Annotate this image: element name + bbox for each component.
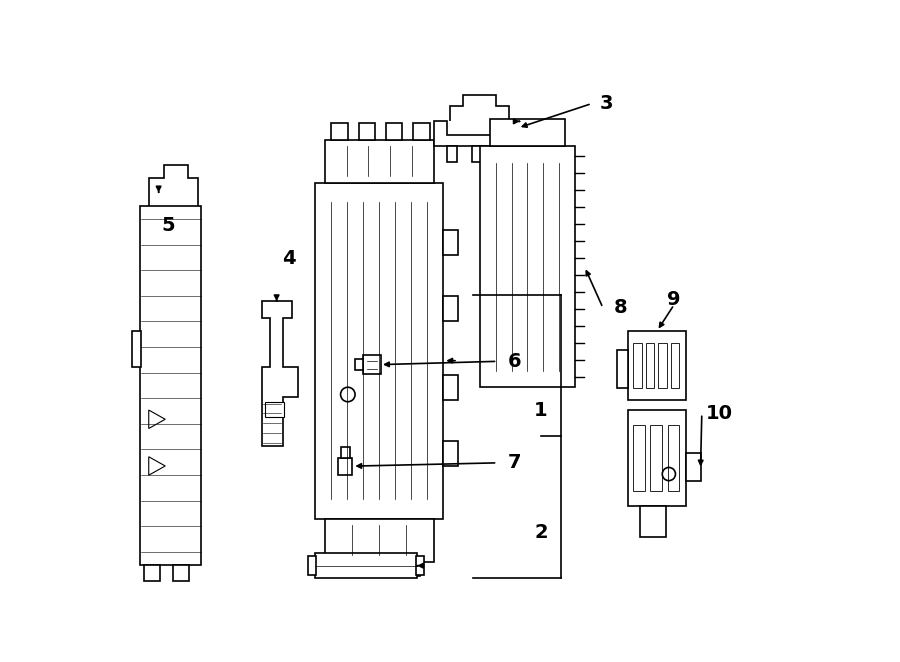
Bar: [658, 343, 667, 389]
Text: 4: 4: [282, 249, 295, 268]
Bar: [617, 350, 628, 389]
Polygon shape: [434, 121, 519, 146]
Text: 3: 3: [600, 94, 614, 113]
Bar: [444, 230, 458, 255]
Bar: [628, 331, 686, 401]
Polygon shape: [262, 301, 299, 446]
Bar: [359, 123, 375, 140]
Bar: [472, 146, 482, 162]
Text: 1: 1: [535, 401, 548, 420]
Bar: [646, 343, 654, 389]
Bar: [628, 410, 686, 506]
Bar: [416, 557, 424, 575]
Text: 5: 5: [161, 216, 175, 235]
Bar: [686, 453, 700, 481]
Text: 10: 10: [706, 404, 733, 423]
Text: 8: 8: [613, 299, 627, 317]
Bar: [670, 343, 680, 389]
Bar: [173, 565, 189, 581]
Bar: [340, 447, 350, 457]
Bar: [335, 562, 349, 576]
Bar: [331, 123, 347, 140]
Bar: [668, 424, 680, 491]
Bar: [413, 123, 430, 140]
Bar: [497, 146, 508, 162]
Bar: [444, 296, 458, 321]
Bar: [444, 441, 458, 466]
Bar: [634, 424, 645, 491]
Bar: [132, 331, 141, 367]
Bar: [338, 457, 353, 475]
Bar: [266, 402, 284, 416]
Text: 7: 7: [508, 453, 521, 473]
Text: 9: 9: [668, 290, 681, 309]
Bar: [363, 355, 382, 374]
Bar: [370, 562, 384, 576]
Bar: [446, 146, 457, 162]
Bar: [651, 424, 662, 491]
Bar: [640, 506, 666, 538]
Bar: [309, 557, 316, 575]
Bar: [480, 146, 575, 387]
Bar: [386, 123, 402, 140]
Bar: [315, 183, 444, 519]
Bar: [144, 565, 160, 581]
Bar: [140, 206, 202, 565]
Bar: [325, 140, 434, 183]
Text: 2: 2: [535, 522, 548, 542]
Bar: [356, 359, 363, 370]
Bar: [490, 118, 565, 146]
Bar: [315, 553, 417, 578]
Bar: [444, 375, 458, 401]
Bar: [325, 519, 434, 562]
Text: 6: 6: [508, 352, 521, 371]
Bar: [634, 343, 642, 389]
Bar: [406, 562, 420, 576]
